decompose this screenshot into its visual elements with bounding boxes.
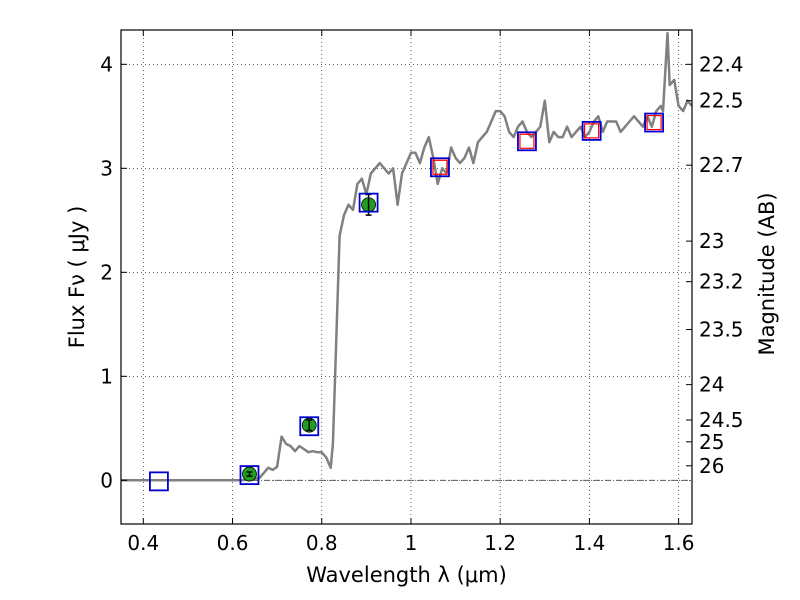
plot-frame: [120, 29, 693, 525]
model-spectrum-line: [121, 31, 693, 482]
y-tick-label: 2: [100, 260, 113, 284]
y-tick-label: 4: [100, 52, 113, 76]
y-tick-label: 0: [100, 468, 113, 492]
magnitude-tick-label: 23.2: [699, 270, 744, 294]
band-flux-square: [430, 157, 450, 178]
y-axis-label: Flux Fν ( μJy ): [65, 206, 89, 349]
band-flux-square: [239, 465, 260, 486]
magnitude-tick-label: 25: [699, 430, 724, 454]
x-tick-label: 1.6: [663, 531, 695, 555]
magnitude-tick-label: 24.5: [699, 408, 744, 432]
band-flux-square: [581, 120, 602, 141]
right-axis-label: Magnitude (AB): [755, 192, 779, 355]
band-flux-square: [358, 192, 379, 213]
magnitude-tick-label: 23.5: [699, 318, 744, 342]
band-flux-square: [299, 416, 320, 437]
x-tick-label: 0.4: [127, 531, 159, 555]
x-tick-label: 1.2: [484, 531, 516, 555]
band-flux-square-red: [432, 159, 448, 175]
band-flux-square: [517, 131, 537, 152]
grid-layer: [121, 30, 692, 524]
marker-layer: [149, 112, 664, 492]
magnitude-tick-label: 22.4: [699, 52, 744, 76]
magnitude-tick-label: 22.5: [699, 89, 744, 113]
band-flux-square-red: [584, 123, 600, 139]
x-tick-label: 0.8: [306, 531, 338, 555]
x-tick-label: 0.6: [217, 531, 249, 555]
band-flux-square: [149, 471, 169, 492]
magnitude-tick-label: 26: [699, 454, 724, 478]
x-tick-label: 1.4: [573, 531, 605, 555]
band-flux-square-red: [646, 114, 662, 131]
y-tick-label: 3: [100, 156, 113, 180]
magnitude-tick-label: 23: [699, 229, 724, 253]
band-flux-square: [644, 112, 664, 133]
y-tick-label: 1: [100, 364, 113, 388]
magnitude-tick-label: 22.7: [699, 153, 744, 177]
x-axis-label: Wavelength λ (μm): [306, 563, 507, 587]
band-flux-square-red: [519, 133, 535, 149]
magnitude-tick-label: 24: [699, 373, 724, 397]
x-tick-label: 1: [405, 531, 418, 555]
